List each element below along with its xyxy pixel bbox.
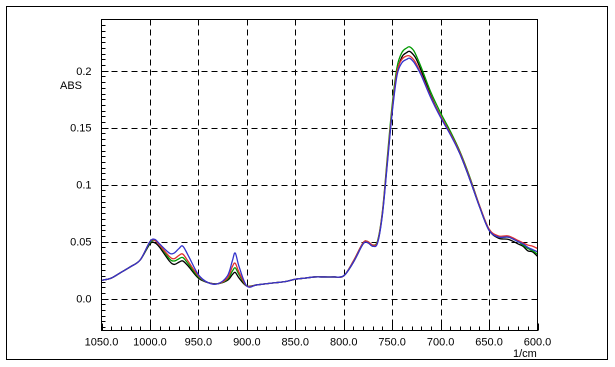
x-tick-label: 950.0 <box>185 337 213 349</box>
x-tick-label: 850.0 <box>282 337 310 349</box>
x-tick-labels: 1050.0 1000.0 950.0 900.0 850.0 800.0 750.0 700… <box>85 337 552 349</box>
spectrum-line-3 <box>101 54 538 288</box>
x-axis-label: 1/cm <box>513 348 537 360</box>
y-tick-label: 0.0 <box>76 294 91 306</box>
y-tick-label: 0.2 <box>76 66 91 78</box>
x-tick-label: 600.0 <box>524 337 552 349</box>
spectrum-line-4 <box>101 57 538 288</box>
y-tick-label: 0.05 <box>70 237 91 249</box>
y-axis-label: ABS <box>60 80 82 92</box>
x-tick-label: 750.0 <box>378 337 406 349</box>
x-tick-label: 650.0 <box>475 337 503 349</box>
outer-frame <box>6 6 608 360</box>
plot-area <box>101 19 538 331</box>
y-tick-label: 0.1 <box>76 180 91 192</box>
x-tick-label: 700.0 <box>427 337 455 349</box>
minor-ticks <box>101 25 539 331</box>
y-tick-label: 0.15 <box>70 123 91 135</box>
x-tick-label: 1000.0 <box>133 337 167 349</box>
x-tick-label: 900.0 <box>233 337 261 349</box>
y-tick-labels: 0.0 0.05 0.1 0.15 0.2 <box>70 66 91 306</box>
x-tick-label: 1050.0 <box>85 337 119 349</box>
series-lines <box>101 46 538 288</box>
grid <box>101 19 538 331</box>
x-tick-label: 800.0 <box>330 337 358 349</box>
